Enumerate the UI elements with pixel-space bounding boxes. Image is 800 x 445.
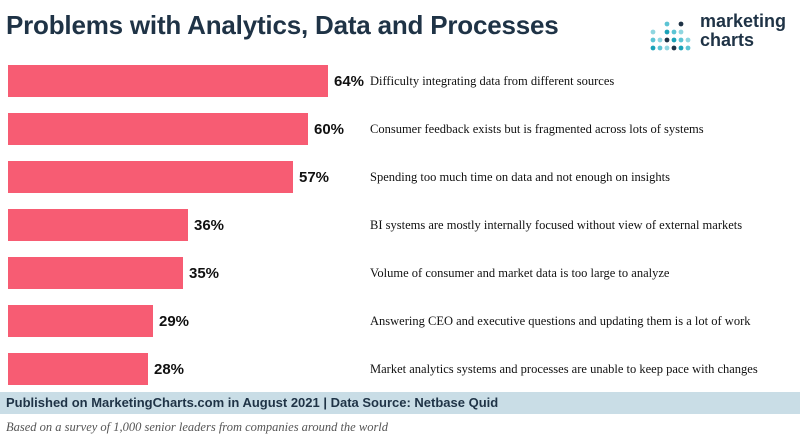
bar: [8, 257, 183, 289]
logo-dot: [657, 45, 663, 51]
logo-dot: [664, 29, 670, 35]
category-label: Difficulty integrating data from differe…: [370, 74, 614, 88]
data-label: 64%: [334, 73, 364, 90]
logo-dot: [678, 45, 684, 51]
survey-note: Based on a survey of 1,000 senior leader…: [6, 420, 389, 434]
logo-line1: marketing: [700, 11, 787, 31]
logo-dot: [650, 45, 656, 51]
logo-dot: [650, 29, 656, 35]
data-label: 57%: [299, 169, 329, 186]
logo-dot: [650, 37, 656, 43]
logo-dot: [671, 37, 677, 43]
category-label: Answering CEO and executive questions an…: [370, 314, 751, 328]
logo-dot: [664, 45, 670, 51]
data-label: 35%: [189, 265, 219, 282]
bar: [8, 161, 293, 193]
logo-dot: [685, 45, 691, 51]
logo-dot: [678, 29, 684, 35]
logo-dot: [671, 29, 677, 35]
logo-dot: [685, 37, 691, 43]
logo-dots-icon: [650, 21, 691, 51]
bar: [8, 353, 148, 385]
marketingcharts-logo: marketing charts: [650, 12, 790, 52]
category-label: Consumer feedback exists but is fragment…: [370, 122, 704, 136]
data-label: 28%: [154, 361, 184, 378]
logo-text: marketing charts: [700, 12, 786, 50]
bar: [8, 305, 153, 337]
category-label: Volume of consumer and market data is to…: [370, 266, 670, 280]
footer-bar: Published on MarketingCharts.com in Augu…: [0, 392, 800, 414]
logo-dot: [664, 21, 670, 27]
data-label: 36%: [194, 217, 224, 234]
data-label: 60%: [314, 121, 344, 138]
bar: [8, 113, 308, 145]
chart-title: Problems with Analytics, Data and Proces…: [6, 10, 559, 40]
logo-dot: [664, 37, 670, 43]
logo-line2: charts: [700, 30, 755, 50]
data-label: 29%: [159, 313, 189, 330]
bar: [8, 209, 188, 241]
logo-dot: [678, 37, 684, 43]
category-label: Spending too much time on data and not e…: [370, 170, 670, 184]
source-line: Published on MarketingCharts.com in Augu…: [6, 395, 499, 410]
logo-dot: [657, 37, 663, 43]
bar: [8, 65, 328, 97]
category-label: Market analytics systems and processes a…: [370, 362, 758, 376]
logo-dot: [671, 45, 677, 51]
bar-chart: 64% Difficulty integrating data from diff…: [8, 65, 758, 385]
logo-dot: [678, 21, 684, 27]
category-label: BI systems are mostly internally focused…: [370, 218, 742, 232]
